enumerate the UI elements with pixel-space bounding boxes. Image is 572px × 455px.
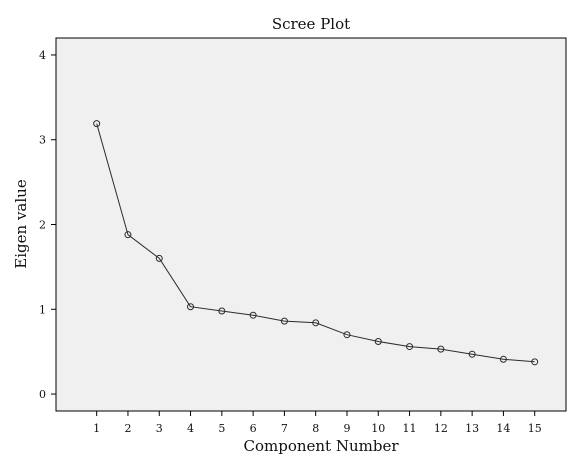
x-tick-label: 13 xyxy=(465,422,479,435)
data-point xyxy=(249,311,257,319)
x-tick-label: 10 xyxy=(371,422,385,435)
y-tick-label: 1 xyxy=(39,303,46,316)
y-axis-label: Eigen value xyxy=(12,179,30,269)
x-tick-label: 7 xyxy=(281,422,288,435)
data-point xyxy=(187,303,195,311)
data-point xyxy=(218,307,226,315)
data-point xyxy=(531,358,539,366)
x-tick-label: 4 xyxy=(187,422,194,435)
x-tick-label: 11 xyxy=(403,422,417,435)
x-axis-label: Component Number xyxy=(243,437,399,455)
x-tick-label: 14 xyxy=(496,422,510,435)
x-tick-label: 2 xyxy=(124,422,131,435)
y-tick-label: 4 xyxy=(39,49,46,62)
data-point xyxy=(468,350,476,358)
data-point xyxy=(124,231,132,239)
data-point xyxy=(406,343,414,351)
x-tick-label: 1 xyxy=(93,422,100,435)
data-point xyxy=(437,345,445,353)
plot-area xyxy=(55,37,567,412)
x-tick-label: 9 xyxy=(343,422,350,435)
data-point xyxy=(343,331,351,339)
data-point xyxy=(155,254,163,262)
series-line xyxy=(96,123,535,363)
data-point xyxy=(93,120,101,128)
y-tick-label: 0 xyxy=(39,388,46,401)
data-point xyxy=(312,319,320,327)
x-tick-label: 3 xyxy=(156,422,163,435)
data-point xyxy=(374,337,382,345)
data-point xyxy=(280,317,288,325)
y-tick-label: 3 xyxy=(39,134,46,147)
x-tick-label: 5 xyxy=(218,422,225,435)
x-tick-label: 6 xyxy=(250,422,257,435)
x-tick-label: 15 xyxy=(528,422,542,435)
x-tick-label: 8 xyxy=(312,422,319,435)
data-point xyxy=(499,355,507,363)
x-tick-label: 12 xyxy=(434,422,448,435)
chart-title: Scree Plot xyxy=(272,15,350,33)
y-tick-label: 2 xyxy=(39,219,46,232)
